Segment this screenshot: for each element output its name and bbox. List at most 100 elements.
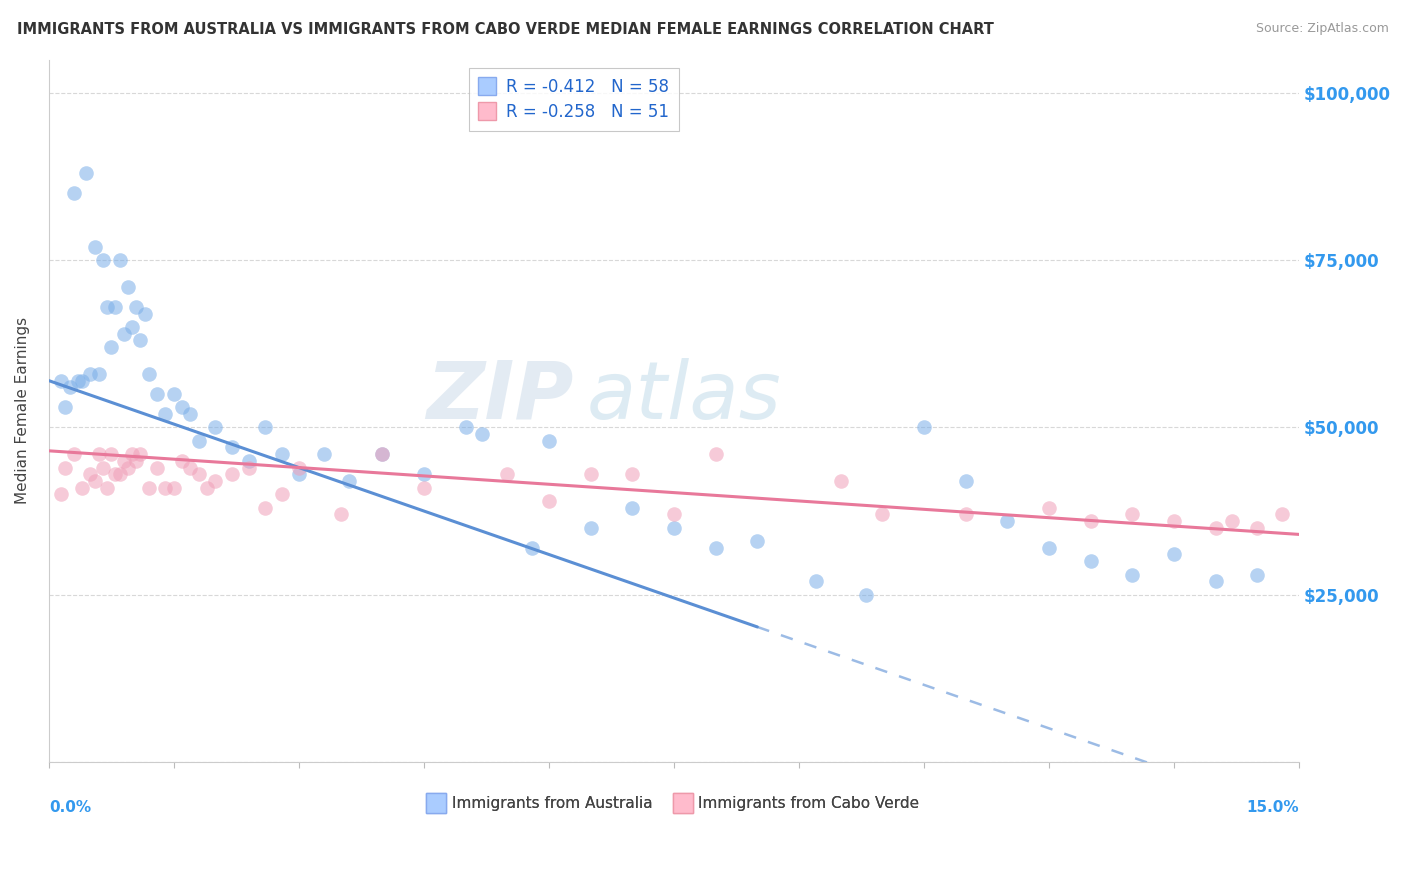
Point bbox=[79, 467, 101, 482]
Point bbox=[1163, 514, 1185, 528]
Point bbox=[830, 474, 852, 488]
Point bbox=[1246, 567, 1268, 582]
Point bbox=[496, 467, 519, 482]
Point bbox=[91, 253, 114, 268]
Point bbox=[83, 240, 105, 254]
Point bbox=[454, 420, 477, 434]
Point bbox=[1205, 521, 1227, 535]
Point bbox=[58, 380, 80, 394]
Point bbox=[1205, 574, 1227, 589]
Text: atlas: atlas bbox=[586, 358, 782, 435]
Text: IMMIGRANTS FROM AUSTRALIA VS IMMIGRANTS FROM CABO VERDE MEDIAN FEMALE EARNINGS C: IMMIGRANTS FROM AUSTRALIA VS IMMIGRANTS … bbox=[17, 22, 994, 37]
Point bbox=[704, 447, 727, 461]
Point bbox=[155, 481, 177, 495]
Point bbox=[187, 467, 209, 482]
Point bbox=[96, 481, 118, 495]
Point bbox=[662, 521, 685, 535]
Point bbox=[254, 420, 277, 434]
Point bbox=[204, 474, 226, 488]
Point bbox=[121, 320, 143, 334]
Point bbox=[51, 374, 73, 388]
Point bbox=[747, 534, 769, 549]
Point bbox=[1121, 567, 1143, 582]
Point bbox=[221, 441, 243, 455]
Point bbox=[100, 340, 122, 354]
Point bbox=[621, 467, 644, 482]
Point bbox=[1121, 508, 1143, 522]
Point bbox=[121, 447, 143, 461]
Point bbox=[75, 166, 97, 180]
Point bbox=[163, 387, 186, 401]
Point bbox=[108, 467, 131, 482]
Point bbox=[238, 454, 260, 468]
Point bbox=[146, 387, 169, 401]
Point bbox=[662, 508, 685, 522]
Point bbox=[371, 447, 394, 461]
Point bbox=[579, 467, 602, 482]
Point bbox=[1038, 500, 1060, 515]
Point bbox=[179, 407, 201, 421]
Point bbox=[55, 401, 77, 415]
Point bbox=[371, 447, 394, 461]
Point bbox=[87, 447, 110, 461]
Point bbox=[537, 494, 560, 508]
Point bbox=[471, 427, 494, 442]
Point bbox=[104, 467, 127, 482]
Legend: Immigrants from Australia, Immigrants from Cabo Verde: Immigrants from Australia, Immigrants fr… bbox=[423, 790, 925, 817]
Text: 0.0%: 0.0% bbox=[49, 800, 91, 815]
Point bbox=[112, 326, 135, 341]
Point bbox=[872, 508, 894, 522]
Point bbox=[1271, 508, 1294, 522]
Point bbox=[79, 367, 101, 381]
Point bbox=[104, 300, 127, 314]
Point bbox=[163, 481, 186, 495]
Point bbox=[312, 447, 335, 461]
Point bbox=[1080, 554, 1102, 568]
Text: ZIP: ZIP bbox=[426, 358, 574, 435]
Point bbox=[117, 280, 139, 294]
Point bbox=[125, 454, 148, 468]
Point bbox=[204, 420, 226, 434]
Point bbox=[187, 434, 209, 448]
Point bbox=[70, 374, 93, 388]
Point bbox=[1038, 541, 1060, 555]
Point bbox=[172, 401, 194, 415]
Point bbox=[112, 454, 135, 468]
Point bbox=[271, 447, 294, 461]
Text: Source: ZipAtlas.com: Source: ZipAtlas.com bbox=[1256, 22, 1389, 36]
Point bbox=[412, 467, 434, 482]
Point bbox=[138, 367, 160, 381]
Point bbox=[195, 481, 218, 495]
Point bbox=[1080, 514, 1102, 528]
Point bbox=[96, 300, 118, 314]
Point bbox=[87, 367, 110, 381]
Point bbox=[134, 307, 156, 321]
Point bbox=[100, 447, 122, 461]
Point bbox=[51, 487, 73, 501]
Point bbox=[254, 500, 277, 515]
Point bbox=[155, 407, 177, 421]
Point bbox=[912, 420, 935, 434]
Point bbox=[1246, 521, 1268, 535]
Y-axis label: Median Female Earnings: Median Female Earnings bbox=[15, 318, 30, 504]
Point bbox=[179, 460, 201, 475]
Point bbox=[172, 454, 194, 468]
Point bbox=[522, 541, 544, 555]
Point bbox=[129, 447, 152, 461]
Point bbox=[238, 460, 260, 475]
Point bbox=[955, 508, 977, 522]
Point bbox=[537, 434, 560, 448]
Point bbox=[621, 500, 644, 515]
Point bbox=[62, 447, 84, 461]
Point bbox=[138, 481, 160, 495]
Point bbox=[704, 541, 727, 555]
Point bbox=[108, 253, 131, 268]
Point bbox=[337, 474, 360, 488]
Point bbox=[129, 334, 152, 348]
Point bbox=[412, 481, 434, 495]
Point bbox=[804, 574, 827, 589]
Point bbox=[62, 186, 84, 201]
Point bbox=[1163, 548, 1185, 562]
Point bbox=[955, 474, 977, 488]
Point bbox=[221, 467, 243, 482]
